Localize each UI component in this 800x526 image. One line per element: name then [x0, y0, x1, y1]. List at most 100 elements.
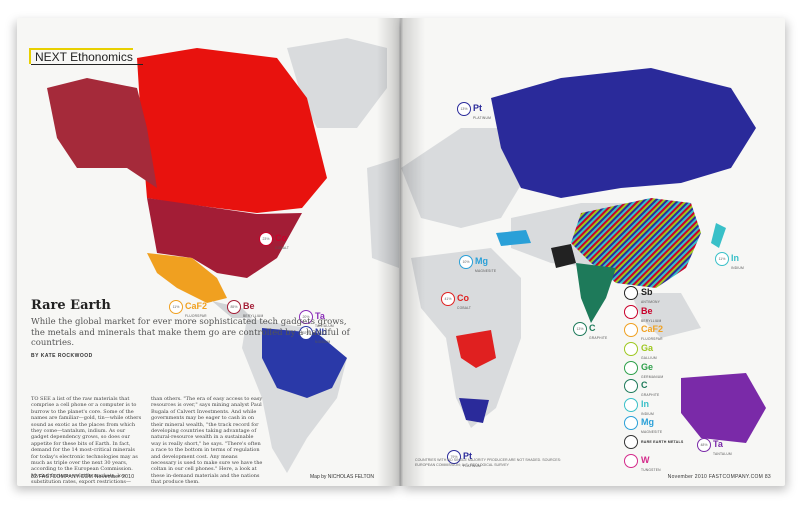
mexico [147, 253, 227, 303]
russia [491, 68, 756, 198]
legend-ring [624, 397, 638, 412]
body-column-2: than others. "The era of easy access to … [151, 396, 263, 486]
badge-platinum-russia: 13% Pt PLATINUM [457, 98, 491, 120]
eurasia-africa-map [401, 68, 766, 443]
legend-symbol: Mg [641, 417, 654, 428]
badge-name: COBALT [457, 306, 472, 310]
alaska [47, 78, 157, 188]
legend-name: MAGNESITE [641, 430, 663, 435]
china [571, 198, 701, 288]
pct-ring: 41% [441, 292, 455, 306]
brazil [262, 328, 347, 398]
badge-cobalt-congo: 41% Co COBALT [441, 288, 471, 310]
legend-name: GRAPHITE [641, 393, 660, 398]
legend-name: ANTIMONY [641, 300, 661, 305]
pct-ring: 20% [299, 310, 313, 324]
headline: Rare Earth [31, 298, 111, 313]
badge-beryllium-usa: 85% Be BERYLLIUM [227, 296, 263, 318]
pct-value: 23% [262, 237, 270, 241]
badge-name: BERYLLIUM [243, 314, 264, 318]
section-tag: NEXT Ethonomics [29, 48, 143, 65]
legend-item: Ge GERMANIUM [624, 358, 683, 379]
legend-name: TUNGSTEN [641, 467, 661, 472]
legend-name: BERYLLIUM [641, 318, 662, 323]
legend-item: CaF2 FLUORSPAR [624, 321, 683, 342]
badge-symbol: Nb [315, 327, 327, 337]
dr-congo [456, 330, 496, 368]
pct-ring: 79% [447, 450, 461, 464]
article-intro: Rare Earth While the global market for e… [31, 298, 361, 359]
body-column-1: TO SEE a list of the raw materials that … [31, 396, 142, 486]
badge-cobalt-canada: 23% Co COBALT [259, 228, 289, 250]
source-note: COUNTRIES WITH NO SINGLE MAJORITY PRODUC… [415, 458, 562, 467]
legend-item: Be BERYLLIUM [624, 303, 683, 323]
badge-symbol: Co [457, 293, 469, 303]
europe-edge [367, 158, 399, 268]
badge-name: PLATINUM [463, 464, 482, 468]
badge-name: COBALT [275, 246, 290, 250]
pct-value: 10% [462, 260, 470, 264]
pct-value: 11% [718, 257, 726, 261]
pct-value: 11% [172, 305, 180, 309]
legend-name: INDIUM [641, 411, 654, 416]
legend-ring [624, 286, 638, 301]
canada [137, 48, 327, 213]
pct-value: 79% [450, 455, 458, 459]
badge-name: PLATINUM [473, 116, 492, 120]
pct-value: 92% [302, 331, 310, 335]
badge-symbol: Co [275, 233, 287, 243]
legend-symbol: Ga [641, 343, 654, 354]
legend-item: Mg MAGNESITE [624, 414, 683, 435]
legend-symbol: CaF2 [641, 324, 664, 335]
folio-right: November 2010 FASTCOMPANY.COM 83 [667, 474, 771, 480]
turkey [496, 230, 531, 246]
badge-name: INDIUM [731, 266, 744, 270]
legend-symbol: C [641, 380, 648, 391]
left-page: NEXT Ethonomics 23% Co COBALT 11% CaF2 FLU… [17, 18, 399, 486]
badge-fluorspar-mexico: 11% CaF2 FLUORSPAR [169, 296, 207, 318]
legend-item: C GRAPHITE [624, 377, 683, 398]
australia [681, 373, 766, 443]
body-columns: TO SEE a list of the raw materials that … [31, 396, 361, 486]
greenland [287, 38, 387, 128]
legend-ring [624, 453, 638, 468]
badge-niobium-brazil: 92% Nb NIOBIUM [299, 322, 331, 344]
afghanistan [551, 244, 576, 268]
europe [401, 128, 531, 228]
pct-ring: 13% [573, 322, 587, 336]
badge-graphite-india: 13% C GRAPHITE [573, 318, 607, 340]
badge-name: GRAPHITE [589, 336, 608, 340]
map-credit: Map by NICHOLAS FELTON [310, 474, 374, 480]
legend-ring [624, 304, 638, 319]
pct-value: 85% [230, 305, 238, 309]
badge-name: MAGNESITE [475, 269, 497, 273]
pct-value: 20% [302, 315, 310, 319]
legend-name: GALLIUM [641, 356, 657, 361]
badge-symbol: Pt [463, 451, 472, 461]
badge-symbol: CaF2 [185, 301, 208, 311]
magazine-spread: NEXT Ethonomics 23% Co COBALT 11% CaF2 FLU… [17, 18, 785, 498]
pct-ring: 85% [227, 300, 241, 314]
legend-ring [624, 342, 638, 357]
legend-item: In INDIUM [624, 396, 683, 416]
byline: BY KATE ROCKWOOD [31, 352, 93, 359]
legend-symbol: Sb [641, 287, 653, 298]
legend-item: Sb ANTIMONY [624, 284, 683, 305]
pct-value: 41% [444, 297, 452, 301]
pct-value: 48% [700, 443, 708, 447]
japan [711, 223, 726, 248]
badge-indium-japan: 11% In INDIUM [715, 248, 744, 270]
badge-tantalum-brazil: 20% Ta TANTALUM [299, 306, 334, 328]
china-legend: Sb ANTIMONY Be BERYLLIUM CaF2 FLUORSPAR Ga G… [624, 284, 683, 472]
se-asia [631, 293, 701, 338]
badge-name: FLUORSPAR [185, 314, 207, 318]
pct-ring: 10% [459, 255, 473, 269]
badge-name: NIOBIUM [315, 340, 331, 344]
legend-ring [624, 435, 638, 450]
badge-symbol: C [589, 323, 596, 333]
legend-name: FLUORSPAR [641, 337, 663, 342]
legend-symbol: W [641, 454, 650, 465]
section-tag-text: NEXT Ethonomics [35, 50, 133, 64]
legend-name: GERMANIUM [641, 374, 664, 379]
legend-symbol: Ge [641, 361, 654, 372]
